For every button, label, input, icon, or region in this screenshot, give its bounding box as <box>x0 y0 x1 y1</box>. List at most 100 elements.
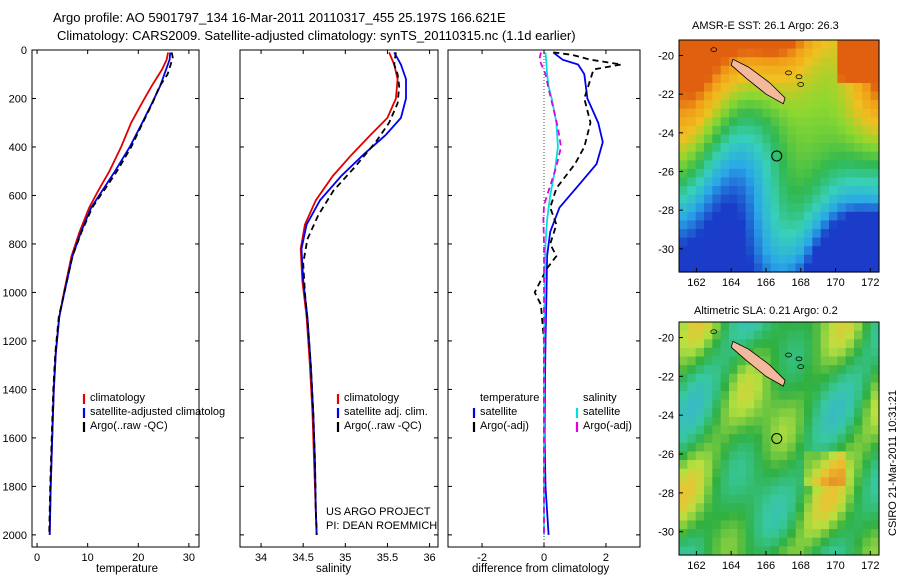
sst-cell <box>787 117 797 127</box>
sst-cell <box>804 125 813 136</box>
sla-cell <box>837 365 847 375</box>
sst-cell <box>770 263 780 273</box>
sst-cell <box>820 134 830 144</box>
sla-cell <box>720 330 730 340</box>
sla-cell <box>829 503 838 513</box>
sla-cell <box>779 434 788 444</box>
sst-cell <box>795 100 805 110</box>
temp-legend-satellite: satellite-adjusted climatolog <box>90 406 226 418</box>
sla-cell <box>862 529 872 539</box>
sst-cell <box>695 74 705 84</box>
sla-cell <box>695 425 705 435</box>
sla-cell <box>845 322 855 332</box>
sst-cell <box>754 246 763 256</box>
sla-cell <box>729 391 738 401</box>
sst-cell <box>845 82 855 93</box>
sst-cell <box>704 211 713 222</box>
sst-cell <box>695 40 705 50</box>
sla-cell <box>679 529 688 539</box>
sst-cell <box>762 100 772 110</box>
difference-xtick-label: 0 <box>541 552 547 564</box>
sst-cell <box>679 91 688 101</box>
sst-cell <box>712 108 722 118</box>
sst-cell <box>687 143 697 153</box>
sla-cell <box>779 330 788 340</box>
sst-cell <box>845 220 855 230</box>
sla-cell <box>804 477 813 487</box>
sst-cell <box>854 100 863 110</box>
sla-cell <box>837 468 847 478</box>
sla-cell <box>854 503 863 513</box>
sla-cell <box>787 511 797 522</box>
sst-cell <box>695 134 705 144</box>
sst-cell <box>862 74 872 84</box>
sst-cell <box>687 263 697 273</box>
sla-cell <box>854 477 863 487</box>
sst-cell <box>787 246 797 256</box>
sla-cell <box>804 408 813 418</box>
sla-cell <box>737 434 747 444</box>
sst-cell <box>787 160 797 170</box>
sla-cell <box>704 408 713 418</box>
sla-cell <box>779 382 788 392</box>
sla-cell <box>695 451 705 461</box>
sst-cell <box>737 263 747 273</box>
sst-cell <box>820 160 830 170</box>
sla-cell <box>704 425 713 435</box>
sla-cell <box>787 365 797 375</box>
sst-cell <box>754 100 763 110</box>
sst-cell <box>870 125 880 136</box>
sla-cell <box>845 511 855 522</box>
sst-cell <box>770 134 780 144</box>
sla-cell <box>695 468 705 478</box>
sst-cell <box>795 65 805 75</box>
sst-cell <box>870 194 880 204</box>
sst-cell <box>862 82 872 93</box>
sla-cell <box>787 529 797 539</box>
sla-cell <box>870 408 880 418</box>
sla-cell <box>870 537 880 547</box>
sst-cell <box>729 186 738 196</box>
sla-cell <box>745 460 755 470</box>
sst-cell <box>720 246 730 256</box>
sst-cell <box>829 143 838 153</box>
sla-cell <box>795 537 805 547</box>
sst-cell <box>745 211 755 222</box>
sst-cell <box>812 254 822 264</box>
sst-cell <box>804 254 813 264</box>
sla-cell <box>837 503 847 513</box>
sla-cell <box>762 399 772 409</box>
sla-cell <box>695 511 705 522</box>
sla-cell <box>787 391 797 401</box>
sst-cell <box>870 48 880 58</box>
sla-cell <box>770 399 780 409</box>
sla-cell <box>862 442 872 453</box>
sla-cell <box>770 434 780 444</box>
sst-island <box>730 58 786 105</box>
sst-cell <box>679 57 688 67</box>
sst-cell <box>854 186 863 196</box>
sst-cell <box>795 203 805 213</box>
sst-cell <box>812 246 822 256</box>
sst-cell <box>729 168 738 179</box>
sla-cell <box>770 408 780 418</box>
sst-cell <box>762 160 772 170</box>
sla-cell <box>870 365 880 375</box>
sla-cell <box>870 468 880 478</box>
sst-cell <box>854 108 863 118</box>
sst-cell <box>737 160 747 170</box>
sst-cell <box>704 254 713 264</box>
sla-cell <box>829 434 838 444</box>
sst-cell <box>804 229 813 239</box>
sst-cell <box>854 57 863 67</box>
sla-cell <box>745 399 755 409</box>
sst-cell <box>720 65 730 75</box>
sla-cell <box>712 356 722 366</box>
sla-cell <box>862 330 872 340</box>
sst-cell <box>787 186 797 196</box>
sla-cell <box>720 537 730 547</box>
sla-cell <box>820 485 830 496</box>
sla-cell <box>729 442 738 453</box>
sst-cell <box>679 177 688 187</box>
sla-cell <box>737 356 747 366</box>
